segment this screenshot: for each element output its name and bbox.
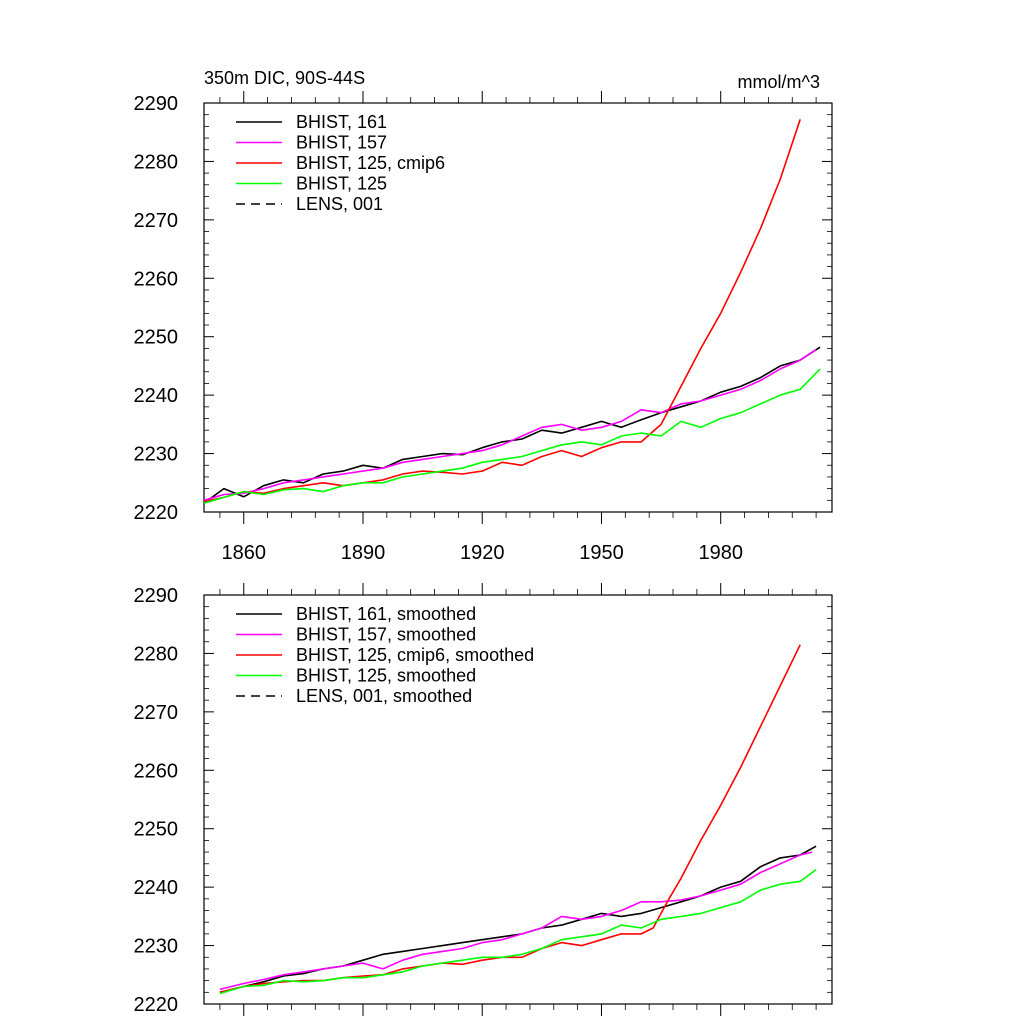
series-line-3: [219, 868, 817, 995]
legend-label: BHIST, 125, cmip6, smoothed: [296, 645, 534, 665]
series-line-3: [203, 368, 821, 504]
series-line-1: [219, 851, 813, 991]
y-tick-label: 2260: [134, 268, 179, 290]
y-tick-label: 2240: [134, 877, 179, 899]
legend-label: BHIST, 157, smoothed: [296, 625, 476, 645]
series-line-0: [203, 346, 821, 504]
top-chart: 2220 2230 2240 2250 2260 2270 2280 2290 1860 1890…: [134, 91, 833, 564]
y-tick-label: 2250: [134, 327, 179, 349]
y-tick-label: 2230: [134, 444, 179, 466]
y-tick-label: 2250: [134, 819, 179, 841]
x-tick-label: 1890: [341, 542, 386, 564]
y-tick-label: 2220: [134, 502, 179, 524]
y-tick-label: 2290: [134, 585, 179, 607]
y-tick-label: 2280: [134, 151, 179, 173]
legend-label: BHIST, 161, smoothed: [296, 604, 476, 624]
legend-label: BHIST, 125, smoothed: [296, 666, 476, 686]
y-tick-label: 2220: [134, 994, 179, 1016]
plot-frame: [203, 594, 833, 1005]
series-line-1: [203, 348, 817, 502]
x-tick-label: 1950: [579, 542, 624, 564]
legend-label: BHIST, 161: [296, 112, 387, 132]
panel-left-title: 350m DIC, 90S-44S: [204, 68, 365, 88]
y-tick-label: 2270: [134, 210, 179, 232]
legend-label: BHIST, 125: [296, 174, 387, 194]
x-tick-label: 1920: [460, 542, 505, 564]
x-tick-label: 1860: [221, 542, 266, 564]
legend-label: LENS, 001: [296, 194, 383, 214]
y-tick-label: 2270: [134, 702, 179, 724]
y-tick-label: 2230: [134, 936, 179, 958]
series-line-2: [203, 119, 801, 503]
legend-label: LENS, 001, smoothed: [296, 686, 472, 706]
y-tick-label: 2240: [134, 385, 179, 407]
y-tick-label: 2260: [134, 760, 179, 782]
plot-frame: [203, 102, 833, 513]
legend-label: BHIST, 157: [296, 133, 387, 153]
x-tick-label: 1980: [698, 542, 743, 564]
y-tick-label: 2290: [134, 93, 179, 115]
y-tick-label: 2280: [134, 643, 179, 665]
bottom-chart: 2220 2230 2240 2250 2260 2270 2280 2290 BHIST, 1…: [134, 583, 833, 1016]
panel-units-label: mmol/m^3: [738, 72, 820, 92]
legend-label: BHIST, 125, cmip6: [296, 153, 445, 173]
